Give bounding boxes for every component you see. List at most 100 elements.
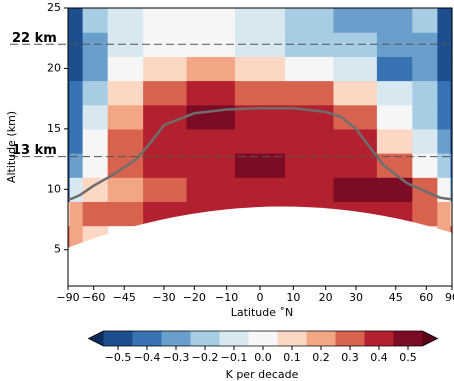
- colorbar-tick-label: 0.5: [399, 351, 417, 364]
- y-tick-label: 20: [47, 61, 61, 74]
- ground-mask: [62, 206, 454, 287]
- field-cell: [82, 8, 109, 33]
- field-cell: [376, 8, 413, 33]
- colorbar-frame: [87, 330, 439, 347]
- field-cell: [234, 56, 286, 82]
- reference-label: 13 km: [12, 143, 57, 158]
- x-axis-label: Latitude ˚N: [231, 306, 294, 319]
- field-cell: [69, 201, 84, 227]
- colorbar-tick-label: 0.2: [312, 351, 330, 364]
- field-cell: [68, 225, 71, 251]
- field-cell: [82, 80, 109, 106]
- field-cell: [285, 128, 335, 154]
- colorbar-extend-high: [422, 331, 438, 346]
- field-cell: [68, 32, 71, 57]
- field-cell: [437, 128, 451, 154]
- colorbar-tick-label: 0.4: [370, 351, 388, 364]
- field-cell: [437, 80, 451, 106]
- field-cell: [143, 128, 188, 154]
- x-tick-label: −30: [152, 291, 175, 304]
- field-cell: [107, 128, 144, 154]
- x-tick-label: 45: [389, 291, 403, 304]
- colorbar-tick-label: −0.2: [192, 351, 219, 364]
- y-tick-label: 25: [47, 1, 61, 14]
- field-cell: [143, 153, 188, 178]
- field-cell: [107, 201, 144, 227]
- colorbar-swatch: [277, 331, 307, 346]
- x-tick-label: −45: [113, 291, 136, 304]
- field-cell: [107, 56, 144, 82]
- field-cell: [450, 177, 453, 202]
- colorbar-swatch: [335, 331, 365, 346]
- colorbar-tick-label: −0.5: [105, 351, 132, 364]
- field-cell: [437, 56, 451, 82]
- field-cell: [450, 201, 453, 227]
- field-cell: [412, 8, 438, 33]
- field-cell: [69, 153, 84, 178]
- x-tick-label: 10: [286, 291, 300, 304]
- x-tick-label: −60: [82, 291, 105, 304]
- field-cell: [143, 8, 188, 33]
- field-cell: [285, 56, 335, 82]
- field-cell: [412, 177, 438, 202]
- field-cell: [107, 80, 144, 106]
- colorbar-tick-label: 0.0: [254, 351, 272, 364]
- field-cell: [69, 8, 84, 33]
- field-cell: [143, 80, 188, 106]
- x-tick-label: −90: [56, 291, 79, 304]
- y-tick-label: 15: [47, 122, 61, 135]
- field-cell: [376, 104, 413, 130]
- field-cell: [450, 80, 453, 106]
- field-cell: [107, 104, 144, 130]
- field-cell: [82, 128, 109, 154]
- field-cell: [234, 177, 286, 202]
- field-cell: [333, 177, 378, 202]
- field-cell: [437, 8, 451, 33]
- colorbar-extend-low: [88, 331, 104, 346]
- colorbar-swatch: [393, 331, 423, 346]
- field-cell: [107, 8, 144, 33]
- field-cell: [450, 128, 453, 154]
- colorbar-tick-label: 0.3: [341, 351, 359, 364]
- field-cell: [82, 201, 109, 227]
- field-cell: [143, 56, 188, 82]
- field-cell: [450, 153, 453, 178]
- field-cell: [412, 128, 438, 154]
- field-cell: [333, 8, 378, 33]
- field-cell: [68, 201, 71, 227]
- y-tick-label: 5: [54, 243, 61, 256]
- colorbar-tick-label: −0.4: [134, 351, 161, 364]
- y-tick-label: 10: [47, 182, 61, 195]
- field-cell: [412, 201, 438, 227]
- field-cell: [285, 153, 335, 178]
- reference-label: 22 km: [12, 31, 57, 46]
- colorbar-swatch: [161, 331, 191, 346]
- field-cell: [82, 153, 109, 178]
- field-cell: [450, 32, 453, 57]
- x-tick-label: −10: [215, 291, 238, 304]
- field-cell: [186, 177, 236, 202]
- field-cell: [68, 177, 71, 202]
- x-tick-label: 60: [419, 291, 433, 304]
- colorbar-swatch: [132, 331, 162, 346]
- field-cell: [437, 177, 451, 202]
- x-tick-label: 0: [257, 291, 264, 304]
- field-cell: [450, 56, 453, 82]
- colorbar-label: K per decade: [226, 368, 299, 381]
- field-cell: [68, 80, 71, 106]
- y-axis-label: Altitude (km): [5, 111, 18, 183]
- field-cell: [437, 104, 451, 130]
- field-cell: [333, 80, 378, 106]
- field-cell: [186, 80, 236, 106]
- field-cell: [376, 80, 413, 106]
- field-cell: [186, 153, 236, 178]
- colorbar-tick-label: 0.1: [283, 351, 301, 364]
- field-cell: [69, 128, 84, 154]
- field-cell: [68, 8, 71, 33]
- field-cell: [69, 56, 84, 82]
- field-cell: [376, 56, 413, 82]
- field-cell: [186, 8, 236, 33]
- field-cell: [333, 56, 378, 82]
- colorbar-swatch: [306, 331, 336, 346]
- overlay: [10, 43, 452, 201]
